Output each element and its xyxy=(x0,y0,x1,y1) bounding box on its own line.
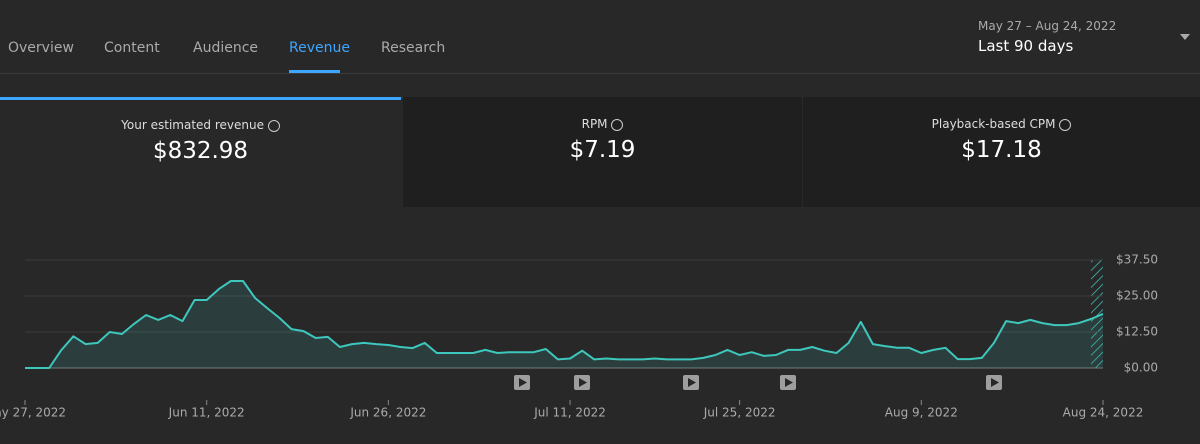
date-range[interactable]: May 27 – Aug 24, 2022 xyxy=(978,19,1117,33)
tab[interactable]: Content xyxy=(104,40,160,56)
metric-label: Your estimated revenue xyxy=(121,118,264,132)
y-tick-label: $12.50 xyxy=(1116,325,1158,339)
line xyxy=(25,280,1104,369)
video-marker-icons xyxy=(519,378,999,387)
tab-active[interactable]: Revenue xyxy=(289,40,350,56)
tab[interactable]: Research xyxy=(381,40,446,56)
metric-card[interactable]: RPM $7.19 xyxy=(403,97,802,207)
metric-card[interactable]: Playback-based CPM $17.18 xyxy=(803,97,1200,207)
clock-icon xyxy=(611,118,624,131)
x-tick-label: Aug 9, 2022 xyxy=(885,406,958,420)
x-tick-label: Aug 24, 2022 xyxy=(1063,406,1144,420)
metric-value: $7.19 xyxy=(569,137,636,163)
area-fill xyxy=(25,281,1103,368)
x-tick-label: Jul 25, 2022 xyxy=(703,406,776,420)
x-tick-label: Jun 26, 2022 xyxy=(349,406,426,420)
x-tick-label: Jul 11, 2022 xyxy=(533,406,606,420)
tab[interactable]: Overview xyxy=(8,40,74,56)
metric-card[interactable]: Your estimated revenue $832.98 xyxy=(0,97,401,207)
x-tick-label: Jun 11, 2022 xyxy=(168,406,245,420)
metric-value: $832.98 xyxy=(152,138,249,164)
y-tick-label: $0.00 xyxy=(1124,361,1158,375)
tab[interactable]: Audience xyxy=(193,40,259,56)
partial-data-hatch xyxy=(1091,260,1103,368)
divider xyxy=(0,73,1200,74)
date-range-label[interactable]: Last 90 days xyxy=(978,37,1074,55)
metric-value: $17.18 xyxy=(961,137,1042,163)
tab-underline xyxy=(289,70,340,73)
video-markers xyxy=(514,375,1002,390)
dropdown-arrow[interactable] xyxy=(1180,34,1190,40)
x-tick-label: May 27, 2022 xyxy=(0,406,66,420)
clock-icon xyxy=(267,119,280,132)
y-tick-label: $37.50 xyxy=(1116,253,1158,267)
y-tick-label: $25.00 xyxy=(1116,289,1158,303)
metric-label: Playback-based CPM xyxy=(931,117,1056,131)
chart: $0.00 $12.50 $25.00 $37.50 May 27, 2022 Jun 1… xyxy=(0,253,1158,420)
metric-label: RPM xyxy=(581,117,608,131)
clock-icon xyxy=(1059,118,1072,131)
